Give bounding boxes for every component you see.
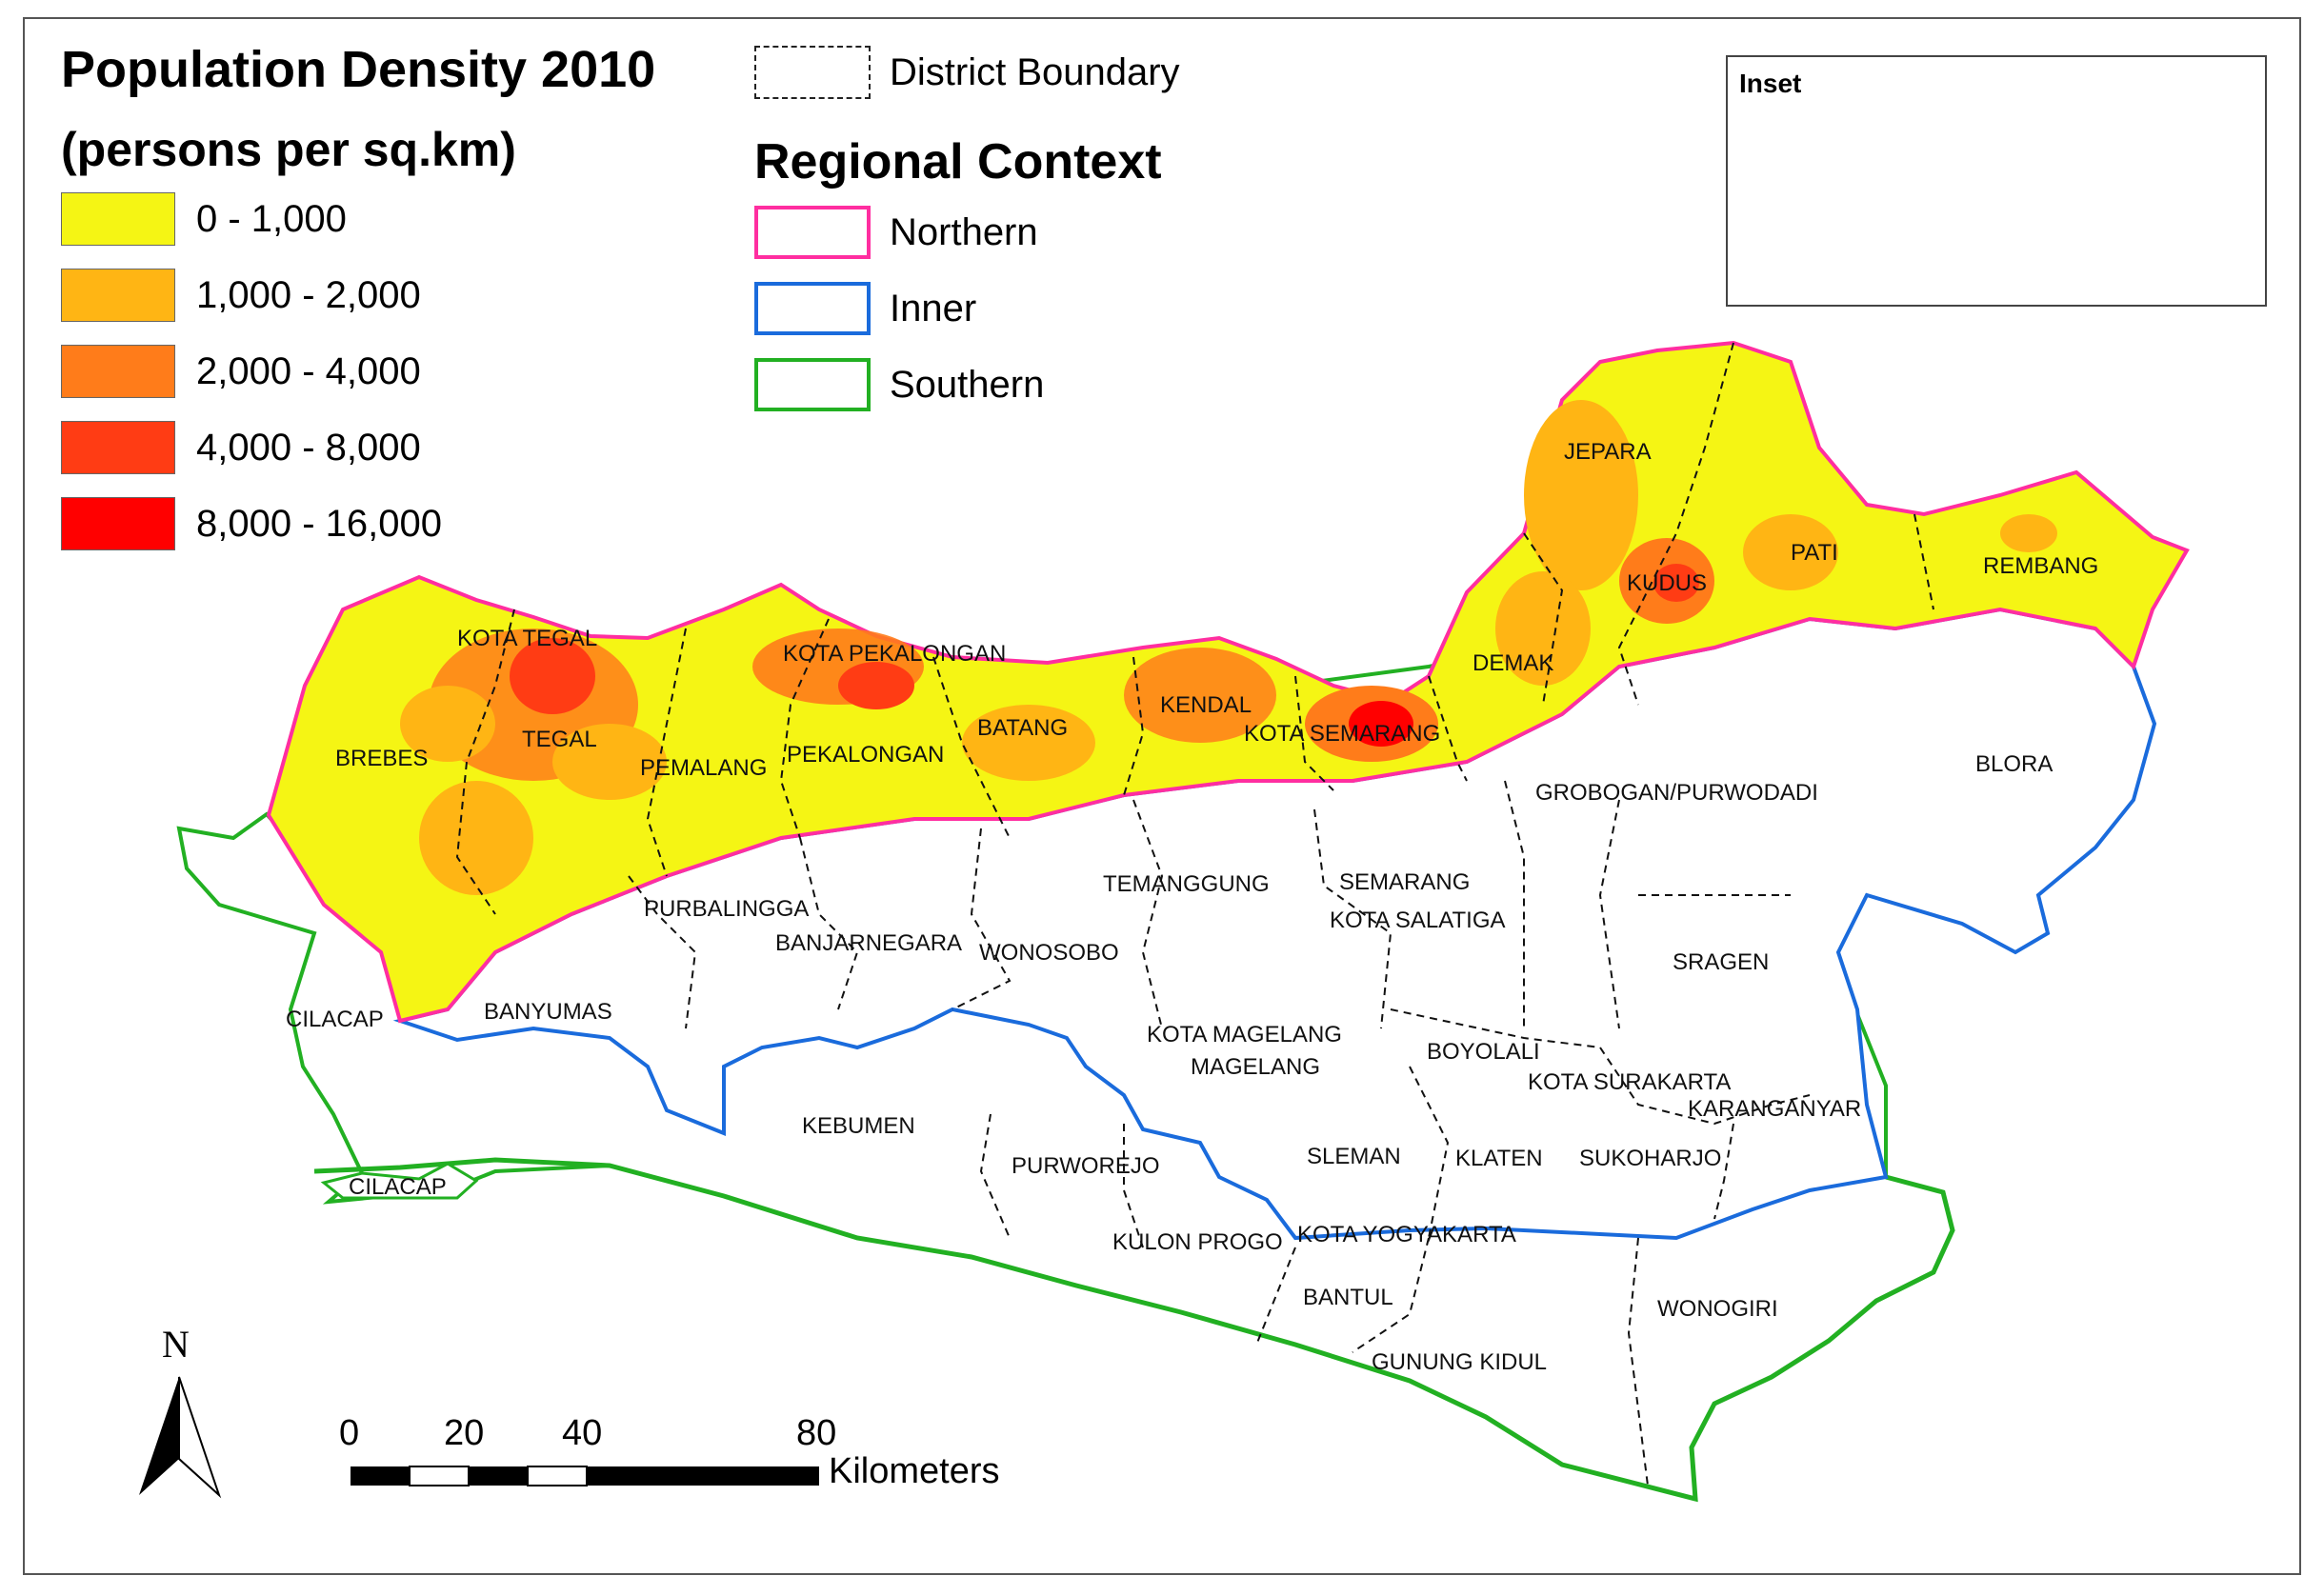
label-bantul: BANTUL (1303, 1285, 1393, 1310)
inset-title: Inset (1739, 69, 1802, 98)
district-boundary-swatch (754, 46, 871, 99)
legend-swatch-2 (61, 345, 175, 398)
scale-tick-1: 20 (444, 1413, 485, 1453)
label-cilacap-1: CILACAP (286, 1007, 384, 1032)
label-karanganyar: KARANGANYAR (1688, 1096, 1861, 1122)
label-purworejo: PURWOREJO (1012, 1153, 1160, 1179)
region-label-2: Southern (890, 364, 1045, 406)
label-rembang: REMBANG (1983, 553, 2098, 579)
label-gunung-kidul: GUNUNG KIDUL (1372, 1349, 1547, 1375)
label-temanggung: TEMANGGUNG (1103, 871, 1270, 897)
region-label-1: Inner (890, 288, 977, 329)
legend-label-3: 4,000 - 8,000 (196, 427, 421, 469)
legend-title: Population Density 2010 (61, 41, 656, 98)
label-banyumas: BANYUMAS (484, 999, 612, 1025)
label-semarang: SEMARANG (1339, 869, 1470, 895)
scale-bar (351, 1466, 819, 1486)
label-kebumen: KEBUMEN (802, 1113, 915, 1139)
label-kota-tegal: KOTA TEGAL (457, 626, 597, 651)
label-demak: DEMAK (1473, 650, 1553, 676)
region-swatch-0 (754, 206, 871, 259)
district-labels: KOTA TEGAL TEGAL BREBES KOTA PEKALONGAN … (286, 439, 2098, 1375)
label-sleman: SLEMAN (1307, 1144, 1401, 1169)
label-sragen: SRAGEN (1673, 949, 1769, 975)
label-kota-magelang: KOTA MAGELANG (1147, 1022, 1342, 1047)
regional-context-title: Regional Context (754, 134, 1162, 190)
region-swatch-2 (754, 358, 871, 411)
label-kudus: KUDUS (1627, 570, 1707, 596)
inset-frame (1726, 55, 2267, 307)
legend-swatch-4 (61, 497, 175, 550)
scale-tick-0: 0 (339, 1413, 360, 1453)
label-jepara: JEPARA (1564, 439, 1652, 465)
legend-label-1: 1,000 - 2,000 (196, 274, 421, 316)
legend-swatch-1 (61, 269, 175, 322)
region-swatch-1 (754, 282, 871, 335)
label-kota-semarang: KOTA SEMARANG (1244, 721, 1440, 747)
label-kota-salatiga: KOTA SALATIGA (1330, 908, 1506, 933)
region-label-0: Northern (890, 211, 1038, 253)
legend-label-0: 0 - 1,000 (196, 198, 347, 240)
label-kota-pekalongan: KOTA PEKALONGAN (783, 641, 1006, 667)
scale-unit: Kilometers (829, 1451, 1000, 1491)
southern-coastline (313, 1157, 1955, 1503)
legend-label-4: 8,000 - 16,000 (196, 503, 442, 545)
label-pati: PATI (1791, 540, 1838, 566)
label-blora: BLORA (1975, 751, 2053, 777)
district-boundary-label: District Boundary (890, 51, 1180, 93)
label-cilacap-2: CILACAP (349, 1174, 447, 1200)
label-klaten: KLATEN (1455, 1146, 1543, 1171)
label-batang: BATANG (977, 715, 1068, 741)
label-kendal: KENDAL (1160, 692, 1252, 718)
legend-swatch-0 (61, 192, 175, 246)
label-kota-yogyakarta: KOTA YOGYAKARTA (1297, 1222, 1516, 1247)
label-kulon-progo: KULON PROGO (1112, 1229, 1283, 1255)
label-tegal: TEGAL (522, 727, 597, 752)
label-grobogan: GROBOGAN/PURWODADI (1535, 780, 1818, 806)
map-frame (23, 17, 2301, 1575)
label-banjarnegara: BANJARNEGARA (775, 930, 962, 956)
label-sukoharjo: SUKOHARJO (1579, 1146, 1721, 1171)
label-brebes: BREBES (335, 746, 428, 771)
label-pekalongan: PEKALONGAN (787, 742, 944, 768)
label-kota-surakarta: KOTA SURAKARTA (1528, 1069, 1731, 1095)
scale-tick-3: 80 (796, 1413, 837, 1453)
legend-label-2: 2,000 - 4,000 (196, 350, 421, 392)
north-label: N (162, 1323, 190, 1366)
scale-tick-2: 40 (562, 1413, 603, 1453)
cilacap-island (320, 1162, 479, 1200)
label-magelang: MAGELANG (1191, 1054, 1320, 1080)
label-boyolali: BOYOLALI (1427, 1039, 1540, 1065)
label-pemalang: PEMALANG (640, 755, 767, 781)
label-wonogiri: WONOGIRI (1657, 1296, 1778, 1322)
density-hotspots (400, 400, 2057, 895)
district-boundaries (455, 342, 1934, 1486)
legend-swatch-3 (61, 421, 175, 474)
north-arrow-half (178, 1376, 222, 1499)
legend-subtitle: (persons per sq.km) (61, 123, 516, 176)
label-wonosobo: WONOSOBO (979, 940, 1119, 966)
label-purbalingga: PURBALINGGA (644, 896, 809, 922)
